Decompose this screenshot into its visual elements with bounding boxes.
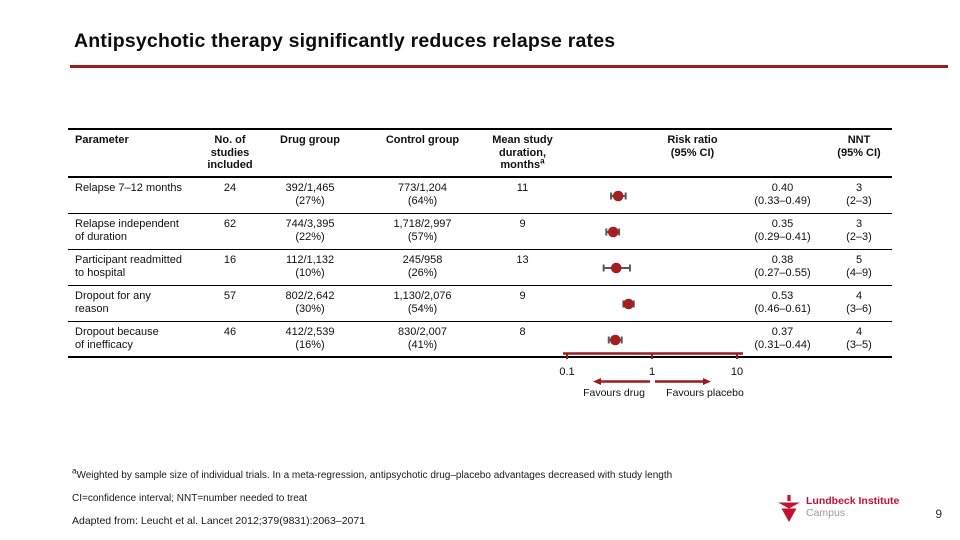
cell-nnt: 4 (3–5) — [846, 326, 872, 351]
header-risk-ratio: Risk ratio (95% CI) — [667, 134, 718, 159]
footnote-marker: a — [72, 466, 77, 476]
cell-plot — [565, 322, 745, 356]
cell-control-group: 1,130/2,076 (54%) — [393, 290, 452, 315]
cell-duration: 11 — [516, 182, 529, 194]
cell-control-group: 773/1,204 (64%) — [398, 182, 447, 207]
footnote-weighted: aWeighted by sample size of individual t… — [72, 466, 673, 481]
logo-subtitle: Campus — [806, 507, 846, 519]
cell-nnt: 4 (3–6) — [846, 290, 872, 315]
svg-text:0.1: 0.1 — [559, 366, 574, 378]
cell-parameter: Relapse independent of duration — [75, 218, 179, 243]
lundbeck-logo-icon — [778, 495, 800, 522]
cell-studies: 57 — [223, 290, 237, 302]
cell-duration: 9 — [519, 290, 526, 302]
cell-drug-group: 744/3,395 (22%) — [285, 218, 335, 243]
cell-nnt: 3 (2–3) — [846, 182, 872, 207]
table-header: Parameter No. of studies included Drug g… — [68, 128, 892, 178]
cell-duration: 13 — [516, 254, 529, 266]
cell-studies: 16 — [223, 254, 237, 266]
lundbeck-logo: Lundbeck Institute Campus — [778, 495, 899, 523]
cell-plot — [565, 286, 745, 321]
title-rule — [70, 65, 948, 68]
page-title: Antipsychotic therapy significantly redu… — [74, 30, 616, 52]
cell-drug-group: 392/1,465 (27%) — [285, 182, 335, 207]
cell-risk-ratio: 0.35 (0.29–0.41) — [754, 218, 811, 243]
header-control-group: Control group — [385, 134, 460, 146]
header-studies: No. of studies included — [207, 134, 253, 171]
cell-parameter: Participant readmitted to hospital — [75, 254, 182, 279]
logo-title: Lundbeck Institute — [806, 495, 900, 507]
cell-plot — [565, 214, 745, 249]
cell-parameter: Relapse 7–12 months — [75, 182, 183, 194]
svg-text:Favours placebo: Favours placebo — [666, 387, 744, 399]
cell-control-group: 1,718/2,997 (57%) — [393, 218, 452, 243]
cell-risk-ratio: 0.40 (0.33–0.49) — [754, 182, 811, 207]
cell-drug-group: 112/1,132 (10%) — [285, 254, 335, 279]
cell-risk-ratio: 0.53 (0.46–0.61) — [754, 290, 811, 315]
svg-text:1: 1 — [649, 366, 655, 378]
cell-risk-ratio: 0.37 (0.31–0.44) — [754, 326, 811, 351]
footnote-source: Adapted from: Leucht et al. Lancet 2012;… — [72, 515, 366, 527]
header-duration: Mean study duration, monthsa — [492, 134, 553, 171]
cell-control-group: 830/2,007 (41%) — [398, 326, 447, 351]
cell-duration: 8 — [519, 326, 526, 338]
cell-control-group: 245/958 (26%) — [402, 254, 443, 279]
cell-parameter: Dropout for any reason — [75, 290, 151, 315]
cell-plot — [565, 250, 745, 285]
cell-studies: 24 — [223, 182, 237, 194]
table-row: Relapse 7–12 months 24 392/1,465 (27%) 77… — [68, 178, 892, 214]
footnote-abbreviations: CI=confidence interval; NNT=number neede… — [72, 493, 308, 504]
svg-text:10: 10 — [731, 366, 743, 378]
cell-nnt: 5 (4–9) — [846, 254, 872, 279]
svg-text:Favours drug: Favours drug — [583, 387, 645, 399]
cell-parameter: Dropout because of inefficacy — [75, 326, 159, 351]
table-row: Dropout because of inefficacy 46 412/2,5… — [68, 322, 892, 358]
cell-studies: 62 — [223, 218, 237, 230]
cell-risk-ratio: 0.38 (0.27–0.55) — [754, 254, 811, 279]
data-table: Parameter No. of studies included Drug g… — [68, 128, 892, 358]
table-row: Participant readmitted to hospital 16 11… — [68, 250, 892, 286]
cell-drug-group: 412/2,539 (16%) — [285, 326, 335, 351]
table-row: Dropout for any reason 57 802/2,642 (30%)… — [68, 286, 892, 322]
header-drug-group: Drug group — [280, 134, 340, 146]
page-number: 9 — [935, 507, 942, 521]
cell-nnt: 3 (2–3) — [846, 218, 872, 243]
table-row: Relapse independent of duration 62 744/3… — [68, 214, 892, 250]
cell-plot — [565, 178, 745, 213]
header-parameter: Parameter — [75, 134, 129, 146]
footnote-marker: a — [540, 156, 545, 166]
header-nnt: NNT (95% CI) — [837, 134, 881, 159]
cell-duration: 9 — [519, 218, 526, 230]
cell-drug-group: 802/2,642 (30%) — [285, 290, 335, 315]
cell-studies: 46 — [223, 326, 237, 338]
